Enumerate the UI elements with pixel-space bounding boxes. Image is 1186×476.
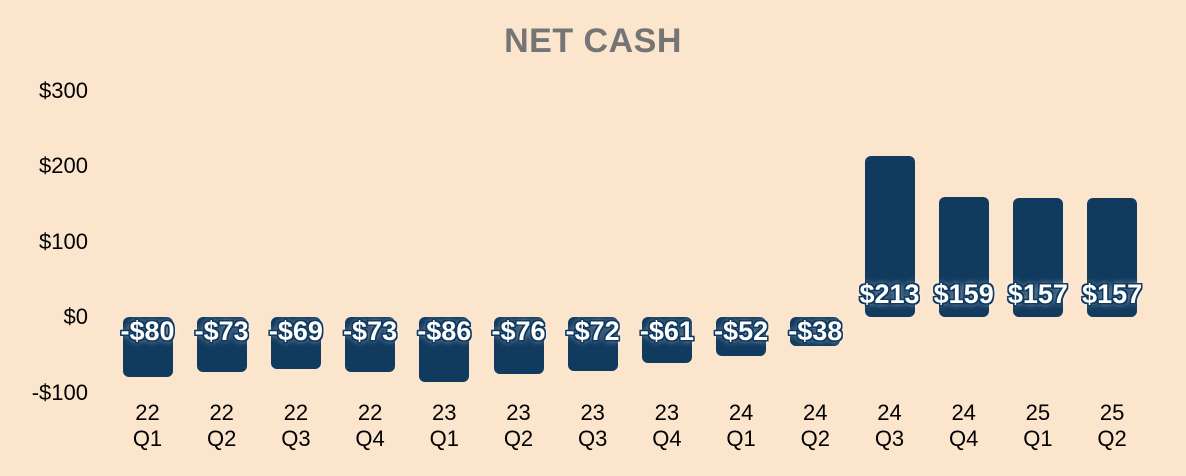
bar[interactable]: [938, 196, 989, 317]
x-tick-label: 25 Q2: [1097, 400, 1127, 451]
bar[interactable]: [716, 317, 767, 357]
x-tick-label: 22 Q4: [355, 400, 385, 451]
bar[interactable]: [567, 317, 618, 372]
x-tick-label: 24 Q4: [949, 400, 979, 451]
y-tick-label: $300: [39, 77, 88, 103]
y-tick-label: $0: [63, 304, 88, 329]
x-tick-label: 23 Q1: [429, 400, 459, 451]
bar-value-label: -$76: [491, 316, 546, 346]
bar-value-label: -$52: [714, 316, 769, 346]
bar-value-label: -$86: [417, 316, 472, 346]
bar-value-label: -$73: [343, 316, 398, 346]
bar-value-label: $157: [1007, 279, 1068, 309]
bar[interactable]: [419, 317, 470, 382]
bar-value-label: $213: [859, 279, 920, 309]
bar[interactable]: [790, 317, 841, 346]
x-tick-label: 24 Q2: [800, 400, 830, 451]
x-tick-label: 25 Q1: [1023, 400, 1053, 451]
bar[interactable]: [1012, 198, 1063, 317]
bar[interactable]: [270, 317, 321, 370]
bar[interactable]: [641, 317, 692, 364]
x-tick-label: 23 Q4: [652, 400, 682, 451]
x-tick-label: 24 Q3: [874, 400, 905, 451]
bar-value-label: -$38: [788, 316, 843, 346]
bar-value-label: $159: [933, 279, 994, 309]
bar[interactable]: [196, 317, 247, 373]
bar-value-label: -$61: [639, 316, 694, 346]
x-tick-label: 24 Q1: [726, 400, 756, 451]
bar-value-label: $157: [1082, 279, 1143, 309]
bar-value-label: -$80: [120, 316, 175, 346]
bar[interactable]: [345, 317, 396, 373]
x-tick-label: 23 Q2: [503, 400, 534, 451]
bar-value-label: -$73: [194, 316, 249, 346]
x-tick-label: 23 Q3: [578, 400, 608, 451]
bar[interactable]: [864, 156, 915, 317]
bar[interactable]: [122, 317, 173, 378]
x-tick-label: 22 Q3: [281, 400, 311, 451]
chart-title: NET CASH: [504, 22, 682, 60]
bar[interactable]: [1087, 198, 1138, 317]
x-tick-label: 22 Q2: [207, 400, 237, 451]
bar[interactable]: [493, 317, 544, 375]
x-tick-label: 22 Q1: [132, 400, 163, 451]
bar-value-label: -$69: [268, 316, 323, 346]
y-tick-label: -$100: [31, 379, 88, 405]
y-tick-label: $100: [39, 228, 88, 254]
y-tick-label: $200: [39, 153, 88, 178]
bar-value-label: -$72: [565, 316, 620, 346]
